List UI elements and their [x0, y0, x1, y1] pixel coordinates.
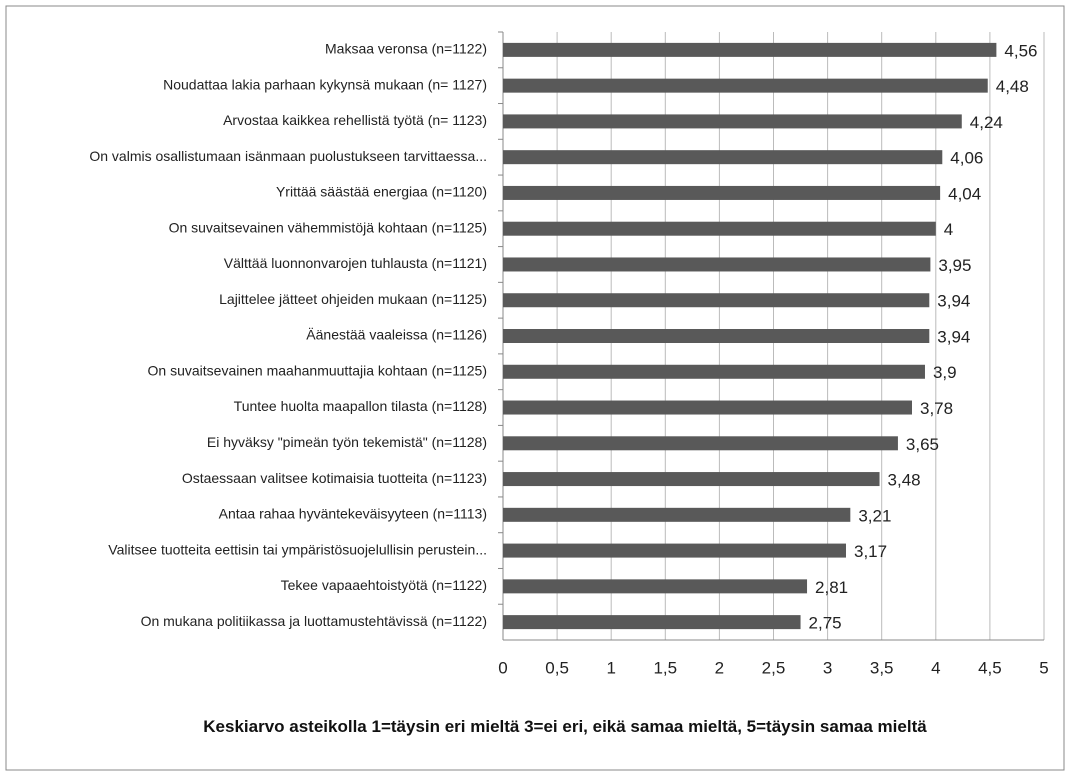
y-tick-label: Antaa rahaa hyväntekeväisyyteen (n=1113): [219, 506, 487, 522]
bar: [503, 78, 988, 93]
x-tick-label: 5: [1039, 658, 1048, 677]
value-label: 2,75: [809, 614, 842, 633]
x-tick-label: 3: [823, 658, 832, 677]
value-label: 2,81: [815, 578, 848, 597]
y-tick-label: On suvaitsevainen maahanmuuttajia kohtaa…: [148, 362, 487, 378]
bar: [503, 472, 880, 487]
value-label: 3,9: [933, 363, 957, 382]
x-tick-label: 2,5: [762, 658, 786, 677]
value-label: 4,24: [970, 113, 1003, 132]
y-tick-label: Tuntee huolta maapallon tilasta (n=1128): [234, 398, 487, 414]
y-tick-label: Arvostaa kaikkea rehellistä työtä (n= 11…: [223, 112, 487, 128]
y-tick-label: On valmis osallistumaan isänmaan puolust…: [89, 148, 487, 164]
y-tick-label: Lajittelee jätteet ohjeiden mukaan (n=11…: [219, 291, 487, 307]
bar: [503, 615, 801, 630]
bar: [503, 114, 962, 129]
value-label: 3,94: [937, 292, 970, 311]
y-tick-label: Tekee vapaaehtoistyötä (n=1122): [281, 577, 487, 593]
bar: [503, 185, 941, 200]
bar: [503, 400, 912, 415]
y-tick-label: Välttää luonnonvarojen tuhlausta (n=1121…: [224, 255, 487, 271]
value-label: 3,21: [858, 506, 891, 525]
y-tick-label: On mukana politiikassa ja luottamustehtä…: [141, 613, 487, 629]
y-tick-label: Maksaa veronsa (n=1122): [325, 41, 487, 57]
x-axis-title: Keskiarvo asteikolla 1=täysin eri mieltä…: [203, 717, 927, 736]
y-tick-label: Ei hyväksy "pimeän työn tekemistä" (n=11…: [207, 434, 487, 450]
x-tick-label: 4: [931, 658, 940, 677]
bar: [503, 221, 936, 236]
bar: [503, 42, 997, 57]
value-label: 3,48: [888, 471, 921, 490]
y-tick-label: Ostaessaan valitsee kotimaisia tuotteita…: [182, 470, 487, 486]
y-tick-label: Noudattaa lakia parhaan kykynsä mukaan (…: [163, 76, 487, 92]
value-label: 3,95: [938, 256, 971, 275]
x-tick-label: 2: [715, 658, 724, 677]
bar: [503, 436, 898, 451]
value-label: 3,65: [906, 435, 939, 454]
y-tick-label: Yrittää säästää energiaa (n=1120): [276, 184, 487, 200]
x-tick-label: 1: [606, 658, 615, 677]
bar: [503, 150, 943, 165]
bar: [503, 507, 851, 522]
y-tick-label: Äänestää vaaleissa (n=1126): [306, 327, 487, 343]
bar: [503, 329, 930, 343]
x-tick-label: 0: [498, 658, 507, 677]
y-tick-label: On suvaitsevainen vähemmistöjä kohtaan (…: [169, 219, 487, 235]
x-tick-label: 3,5: [870, 658, 894, 677]
value-label: 3,78: [920, 399, 953, 418]
value-label: 3,17: [854, 542, 887, 561]
y-tick-label: Valitsee tuotteita eettisin tai ympärist…: [108, 541, 487, 557]
value-label: 3,94: [937, 327, 970, 346]
value-label: 4,48: [996, 77, 1029, 96]
value-label: 4,06: [950, 149, 983, 168]
bar: [503, 579, 808, 594]
bar: [503, 257, 931, 272]
value-label: 4: [944, 220, 953, 239]
bar: [503, 293, 930, 308]
x-tick-label: 1,5: [653, 658, 677, 677]
value-label: 4,56: [1004, 41, 1037, 60]
value-label: 4,04: [948, 184, 981, 203]
x-tick-label: 0,5: [545, 658, 569, 677]
x-tick-label: 4,5: [978, 658, 1002, 677]
chart-border: [5, 5, 1065, 771]
bar: [503, 543, 846, 558]
bar: [503, 364, 925, 379]
